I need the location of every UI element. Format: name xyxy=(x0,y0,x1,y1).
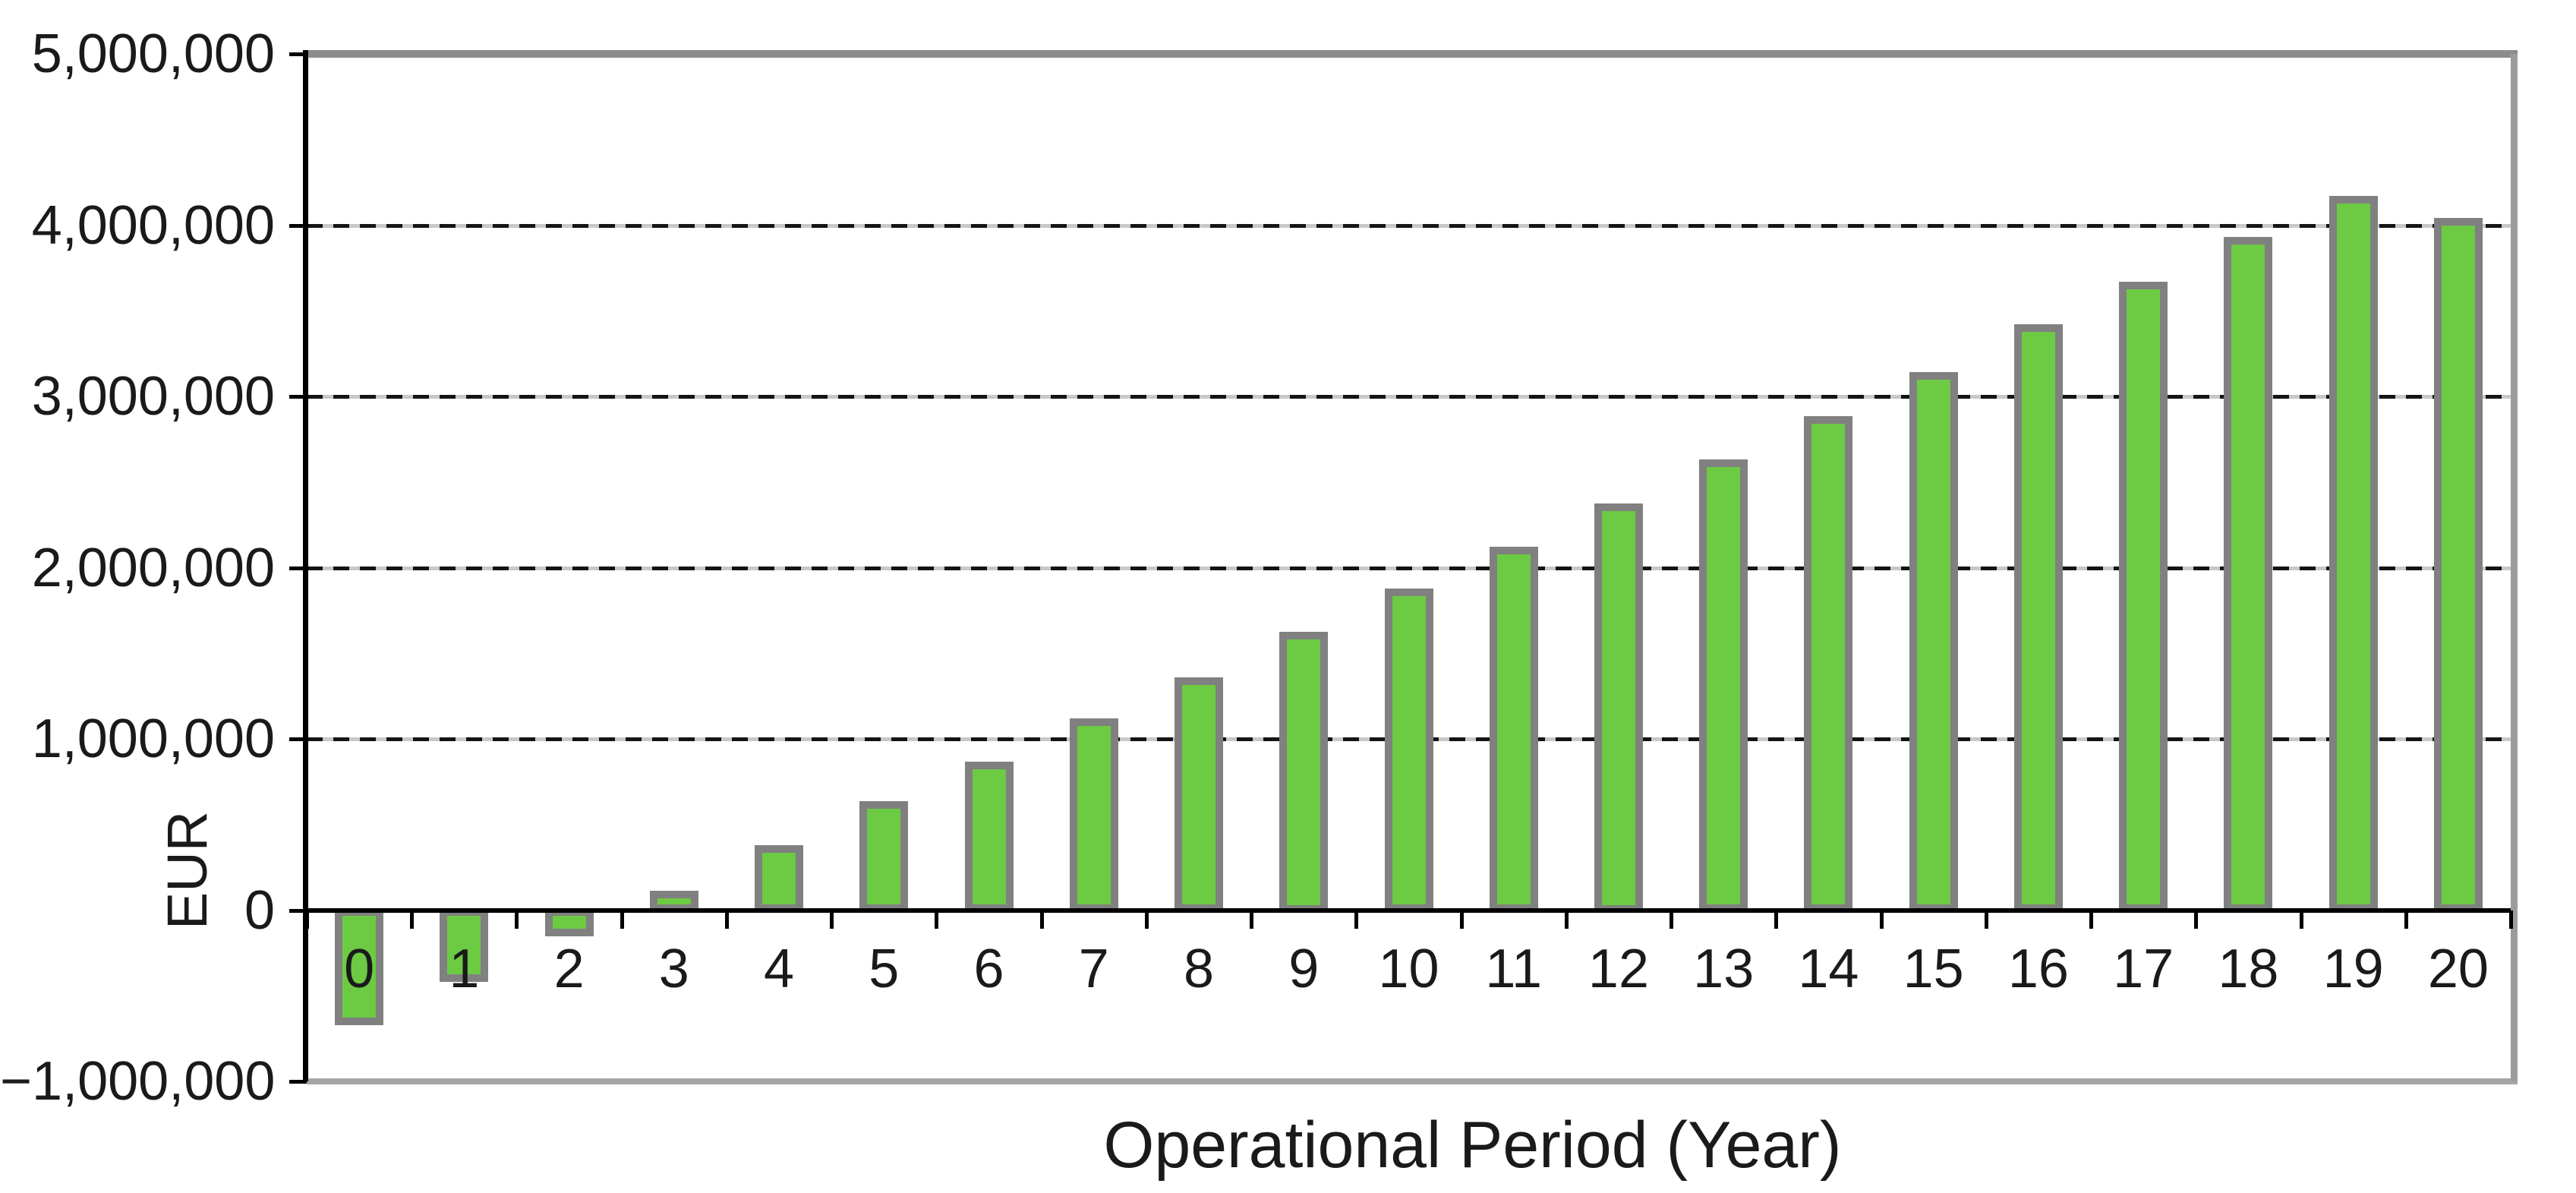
y-tick-mark xyxy=(289,395,307,399)
x-tick-label: 16 xyxy=(2007,939,2069,999)
x-tick-label: 20 xyxy=(2427,939,2489,999)
bar xyxy=(2013,324,2063,913)
bar xyxy=(1909,372,1958,913)
x-tick-label: 14 xyxy=(1798,939,1859,999)
x-tick-mark xyxy=(830,910,834,929)
bar xyxy=(859,801,909,913)
x-tick-label: 11 xyxy=(1485,939,1543,999)
zero-axis-line xyxy=(307,907,2511,913)
bar xyxy=(1594,503,1643,913)
bar xyxy=(755,844,804,913)
x-tick-label: 5 xyxy=(869,939,900,999)
x-tick-mark xyxy=(1564,910,1569,929)
x-tick-mark xyxy=(2509,910,2513,929)
bar xyxy=(964,762,1014,913)
gridline xyxy=(307,395,2511,399)
bar xyxy=(1489,547,1538,913)
x-tick-mark xyxy=(1354,910,1359,929)
y-tick-label: 3,000,000 xyxy=(31,366,275,427)
plot-frame-right xyxy=(2511,54,2518,1081)
x-tick-label: 17 xyxy=(2113,939,2174,999)
gridline xyxy=(307,566,2511,570)
x-tick-mark xyxy=(2404,910,2408,929)
x-tick-mark xyxy=(1984,910,1988,929)
y-tick-mark xyxy=(289,52,307,56)
y-tick-label: 0 xyxy=(244,879,275,941)
x-tick-label: 8 xyxy=(1183,939,1215,999)
plot-frame-top xyxy=(307,50,2518,58)
x-axis-title: Operational Period (Year) xyxy=(1103,1109,1842,1182)
bar xyxy=(2328,196,2378,913)
x-tick-mark xyxy=(1039,910,1044,929)
bar xyxy=(1384,588,1433,913)
y-axis-title: EUR xyxy=(156,810,219,930)
x-tick-mark xyxy=(515,910,519,929)
x-tick-mark xyxy=(935,910,939,929)
x-tick-mark xyxy=(2194,910,2199,929)
x-tick-label: 13 xyxy=(1693,939,1755,999)
y-axis-line xyxy=(303,50,308,1081)
x-tick-mark xyxy=(2299,910,2303,929)
y-tick-label: 1,000,000 xyxy=(31,709,275,769)
bar xyxy=(2433,218,2483,913)
x-tick-label: 19 xyxy=(2322,939,2384,999)
x-tick-label: 1 xyxy=(449,939,480,999)
x-tick-label: 10 xyxy=(1378,939,1439,999)
y-tick-mark xyxy=(289,223,307,228)
x-tick-label: 7 xyxy=(1078,939,1109,999)
x-tick-label: 15 xyxy=(1903,939,1964,999)
y-tick-label: 5,000,000 xyxy=(31,24,275,84)
y-tick-label: −1,000,000 xyxy=(0,1051,276,1112)
x-tick-label: 12 xyxy=(1588,939,1650,999)
x-tick-mark xyxy=(305,910,309,929)
bar xyxy=(1699,459,1748,913)
plot-frame-bottom xyxy=(307,1078,2518,1084)
x-tick-label: 3 xyxy=(658,939,689,999)
x-tick-mark xyxy=(1459,910,1464,929)
x-tick-label: 4 xyxy=(764,939,795,999)
y-tick-mark xyxy=(289,1080,307,1084)
x-tick-mark xyxy=(410,910,415,929)
y-tick-mark xyxy=(289,908,307,913)
x-tick-mark xyxy=(1250,910,1254,929)
x-tick-label: 0 xyxy=(344,939,375,999)
y-tick-mark xyxy=(289,737,307,741)
x-tick-mark xyxy=(1774,910,1779,929)
x-tick-mark xyxy=(724,910,729,929)
bar xyxy=(335,907,384,1025)
x-tick-mark xyxy=(1144,910,1149,929)
bar xyxy=(2119,281,2168,913)
gridline xyxy=(307,223,2511,228)
bar xyxy=(1804,415,1853,913)
x-tick-mark xyxy=(1670,910,1674,929)
x-tick-mark xyxy=(620,910,624,929)
x-tick-label: 18 xyxy=(2218,939,2279,999)
y-tick-mark xyxy=(289,566,307,570)
y-tick-label: 4,000,000 xyxy=(31,194,275,256)
bar xyxy=(1069,718,1118,913)
bar xyxy=(1279,632,1329,913)
x-tick-label: 2 xyxy=(553,939,585,999)
x-tick-mark xyxy=(1879,910,1884,929)
x-tick-mark xyxy=(2089,910,2094,929)
bar xyxy=(1174,677,1224,913)
x-tick-label: 6 xyxy=(973,939,1004,999)
x-tick-label: 9 xyxy=(1288,939,1320,999)
bar xyxy=(2224,237,2273,913)
y-tick-label: 2,000,000 xyxy=(31,537,275,598)
